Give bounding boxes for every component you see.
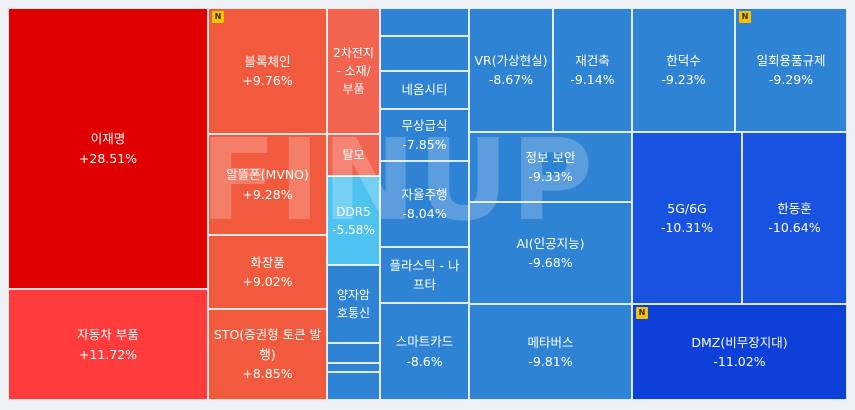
theme-name: 양자암호통신: [336, 288, 371, 320]
theme-tile-양자암호통신[interactable]: 양자암호통신: [327, 265, 380, 343]
theme-tile-탈모[interactable]: 탈모: [327, 134, 380, 176]
new-badge-icon: N: [212, 11, 224, 23]
theme-change-value: -9.14%: [570, 72, 615, 87]
theme-name: 화장품: [250, 254, 285, 270]
theme-name: 블록체인: [244, 53, 291, 69]
theme-change-value: -9.33%: [528, 169, 573, 184]
theme-name: VR(가상현실): [474, 52, 548, 68]
theme-tile-네옴시티[interactable]: 네옴시티: [380, 71, 469, 109]
theme-name: 재건축: [575, 52, 610, 68]
theme-tile-5g-6g[interactable]: 5G/6G -10.31%: [632, 132, 742, 304]
theme-name: 이재명: [90, 131, 126, 147]
theme-name: AI(인공지능): [516, 235, 585, 251]
theme-tile-ai-인공지능[interactable]: AI(인공지능) -9.68%: [469, 202, 632, 304]
theme-tile-자율주행[interactable]: 자율주행 -8.04%: [380, 161, 469, 247]
theme-change-value: -9.81%: [528, 354, 573, 369]
theme-change-value: -7.85%: [402, 137, 447, 152]
theme-name: 자율주행: [401, 186, 448, 202]
theme-tile-sto-증권형-토큰-발행[interactable]: STO(증권형 토큰 발행) +8.85%: [208, 309, 327, 400]
theme-tile-unlabeled[interactable]: [327, 372, 380, 400]
theme-change-value: -8.04%: [402, 206, 447, 221]
theme-name: DDR5: [336, 204, 371, 219]
theme-tile-2차전지-소재-부품[interactable]: 2차전지 - 소재/부품: [327, 8, 380, 134]
new-badge-icon: N: [739, 11, 751, 23]
theme-name: 알뜰폰(MVNO): [226, 167, 309, 183]
theme-change-value: +28.51%: [78, 150, 138, 166]
theme-name: 5G/6G: [667, 200, 707, 216]
theme-name: 스마트카드: [395, 334, 454, 350]
theme-tile-한동훈[interactable]: 한동훈 -10.64%: [742, 132, 847, 304]
theme-name: 메타버스: [527, 334, 574, 350]
theme-tile-스마트카드[interactable]: 스마트카드 -8.6%: [380, 303, 469, 400]
theme-tile-메타버스[interactable]: 메타버스 -9.81%: [469, 304, 632, 400]
theme-tile-일회용품규제[interactable]: N 일회용품규제 -9.29%: [735, 8, 847, 132]
theme-name: 일회용품규제: [756, 52, 826, 68]
theme-tile-unlabeled[interactable]: [327, 363, 380, 372]
theme-change-value: -8.6%: [406, 353, 443, 369]
theme-change-value: +9.28%: [242, 186, 293, 202]
theme-tile-dmz-비무장지대[interactable]: N DMZ(비무장지대) -11.02%: [632, 304, 847, 400]
theme-change-value: -9.23%: [661, 72, 706, 87]
theme-name: 네옴시티: [401, 82, 448, 98]
theme-name: 플라스틱 - 나프타: [389, 257, 460, 292]
theme-change-value: -5.58%: [332, 222, 375, 237]
theme-tile-ddr5[interactable]: DDR5 -5.58%: [327, 176, 380, 265]
theme-name: DMZ(비무장지대): [691, 334, 788, 350]
theme-name: 자동차 부품: [77, 327, 139, 343]
theme-change-value: +9.76%: [242, 73, 293, 88]
theme-tile-vr-가상현실[interactable]: VR(가상현실) -8.67%: [469, 8, 553, 132]
theme-tile-자동차-부품[interactable]: 자동차 부품 +11.72%: [8, 289, 208, 400]
theme-tile-unlabeled[interactable]: [380, 8, 469, 36]
theme-tile-unlabeled[interactable]: [327, 343, 380, 363]
theme-name: 한덕수: [666, 52, 701, 68]
theme-change-value: +8.85%: [242, 366, 293, 382]
theme-tile-재건축[interactable]: 재건축 -9.14%: [553, 8, 632, 132]
theme-change-value: -9.68%: [528, 255, 573, 270]
theme-name: 정보 보안: [525, 149, 576, 165]
theme-name: 한동훈: [777, 200, 812, 216]
theme-tile-무상급식[interactable]: 무상급식 -7.85%: [380, 109, 469, 161]
theme-tile-한덕수[interactable]: 한덕수 -9.23%: [632, 8, 735, 132]
theme-name: 2차전지 - 소재/부품: [333, 46, 374, 96]
theme-name: STO(증권형 토큰 발행): [213, 327, 322, 362]
theme-change-value: -9.29%: [768, 72, 814, 87]
theme-change-value: +9.02%: [242, 274, 293, 289]
theme-change-value: -8.67%: [488, 72, 534, 87]
theme-tile-블록체인[interactable]: N 블록체인 +9.76%: [208, 8, 327, 134]
theme-tile-화장품[interactable]: 화장품 +9.02%: [208, 235, 327, 309]
theme-tile-이재명[interactable]: 이재명 +28.51%: [8, 8, 208, 289]
theme-tile-플라스틱-나프타[interactable]: 플라스틱 - 나프타: [380, 247, 469, 303]
theme-name: 탈모: [342, 148, 365, 162]
theme-change-value: -10.31%: [660, 220, 714, 235]
theme-tile-unlabeled[interactable]: [380, 36, 469, 71]
theme-tile-정보-보안[interactable]: 정보 보안 -9.33%: [469, 132, 632, 202]
theme-change-value: +11.72%: [78, 346, 138, 362]
theme-change-value: -10.64%: [768, 220, 821, 235]
theme-change-value: -11.02%: [713, 354, 766, 369]
theme-name: 무상급식: [401, 117, 448, 133]
theme-tile-알뜰폰-mvno[interactable]: 알뜰폰(MVNO) +9.28%: [208, 134, 327, 235]
new-badge-icon: N: [636, 307, 648, 319]
